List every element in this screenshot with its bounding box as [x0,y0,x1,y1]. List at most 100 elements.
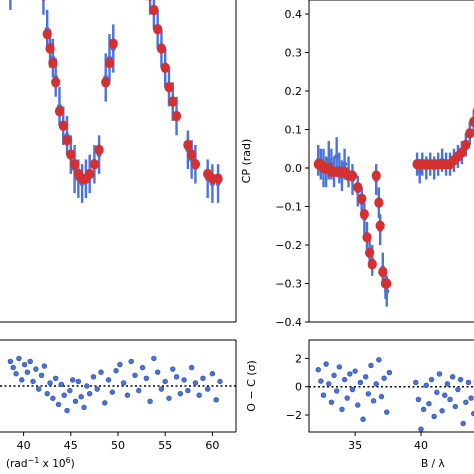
model-point [94,144,104,155]
x-tick-label: 60 [205,439,219,452]
residual-point [200,375,206,382]
residual-point [84,383,90,389]
model-point [362,232,372,243]
residual-point [19,377,25,383]
residual-point [151,355,157,362]
residual-point [36,386,42,392]
residual-point [460,420,466,427]
residual-point [444,381,451,387]
residual-point [105,377,112,383]
model-point [164,81,174,93]
y-tick-label: −0.4 [275,316,302,329]
data-point [334,153,340,160]
right-bottom-plot [309,357,474,432]
residual-point [426,400,432,407]
residual-point [455,386,461,393]
residual-point [368,362,374,369]
model-point [48,57,58,69]
residual-point [339,406,345,413]
model-point [54,106,65,117]
residual-point [173,374,180,380]
residual-point [341,376,348,383]
residual-point [27,358,33,365]
residual-point [355,402,361,408]
residual-point [162,378,168,385]
right-top-ticks: −0.4 −0.3 −0.2 −0.1 0.0 0.1 0.2 0.3 0.4 [275,8,309,329]
model-point [153,24,163,35]
y-tick-label: −0.1 [275,201,302,214]
model-point [51,77,61,88]
residual-point [333,388,340,394]
residual-point [136,387,142,394]
residual-point [64,407,70,414]
residual-point [386,369,393,376]
residual-point [58,381,65,388]
residual-point [378,393,385,400]
residual-point [16,355,22,362]
residual-point [147,398,153,405]
residual-point [38,372,45,378]
residual-point [336,364,343,370]
residual-point [117,361,123,368]
y-tick-label: 0.3 [285,47,303,60]
residual-point [347,371,353,377]
residual-point [10,364,16,371]
model-point [160,62,170,73]
x-tick-label: 40 [17,439,31,452]
residual-point [33,366,39,372]
right-top-ylabel: CP (rad) [240,139,253,184]
residual-point [185,387,191,394]
model-point [108,38,118,49]
residual-point [457,376,464,383]
model-point [69,159,80,170]
residual-point [373,381,379,387]
residual-point [94,386,100,392]
model-point [365,247,375,258]
model-point [465,128,474,139]
residual-point [431,413,437,420]
residual-point [78,394,84,400]
residual-point [449,374,456,380]
residual-point [170,366,176,372]
x-tick-label: 50 [111,439,125,452]
model-point [375,220,385,231]
residual-point [143,375,150,382]
residual-point [98,369,104,375]
model-point [357,193,367,204]
residual-point [192,380,199,386]
residual-point [413,379,419,386]
residual-point [436,371,443,377]
model-point [347,170,358,181]
model-point [183,139,193,151]
model-point [149,4,159,16]
residual-point [362,374,369,380]
residual-point [113,367,119,374]
residual-point [360,416,366,422]
model-point [353,182,363,193]
residual-point [415,396,422,403]
data-point [417,169,423,175]
residual-point [344,395,350,401]
residual-point [420,406,427,413]
model-point [45,43,55,54]
residual-point [67,387,73,394]
model-point [85,168,95,180]
residual-point [75,378,82,385]
residual-point [72,398,79,405]
model-point [171,110,182,122]
residual-point [188,364,195,371]
residual-point [315,367,321,373]
right-top-frame [308,0,474,323]
y-tick-label: 2 [295,352,302,365]
model-point [367,259,377,270]
residual-point [50,395,56,401]
left-xlabel: (rad−1 x 106) [6,456,75,470]
residual-point [7,358,14,365]
model-point [213,173,223,184]
residual-point [381,375,387,381]
model-point [58,120,68,131]
residual-point [452,403,458,410]
residual-point [132,372,138,378]
residual-point [69,377,76,383]
residual-point [209,371,216,377]
